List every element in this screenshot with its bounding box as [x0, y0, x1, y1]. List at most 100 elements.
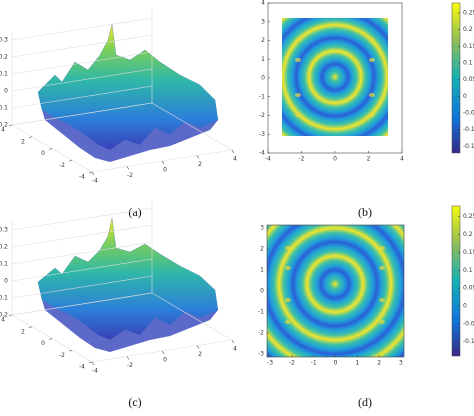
x-tick: [126, 356, 130, 360]
colorbar-tick-label: -0.1: [463, 126, 474, 133]
x-tick-label: 2: [367, 156, 371, 163]
axis-edge: [151, 292, 233, 341]
x-tick-label: 1: [355, 360, 359, 367]
z-tick-label: -0.2: [0, 312, 8, 319]
heatmap-field: [282, 18, 388, 136]
surface: [37, 217, 219, 341]
z-grid-line: [11, 207, 153, 231]
x-tick: [161, 350, 165, 355]
z-grid-line: [11, 241, 153, 265]
y-tick-label: 2: [21, 328, 25, 335]
colorbar-tick-label: 0.15: [463, 43, 474, 50]
z-tick-label: -0.2: [0, 122, 8, 129]
y-tick-label: 3: [260, 224, 264, 231]
colorbar-tick-label: 0.2: [463, 26, 473, 33]
x-tick-label: -1: [311, 360, 317, 367]
heatmap-b: [282, 18, 388, 136]
colorbar-tick-label: 0.1: [463, 60, 473, 67]
x-tick-label: -3: [267, 360, 273, 367]
colorbar-tick-label: 0.05: [463, 76, 474, 83]
y-tick-label: 1: [261, 56, 265, 63]
y-tick-label: -4: [259, 150, 265, 157]
y-tick-label: 2: [21, 138, 25, 145]
colorbar-tick-label: 0.05: [463, 285, 474, 292]
x-tick-label: 2: [198, 161, 202, 168]
x-tick-label: 2: [377, 360, 381, 367]
z-grid-line: [11, 102, 153, 126]
y-tick: [8, 314, 13, 317]
y-tick-label: 1: [260, 266, 264, 273]
x-tick-label: 0: [163, 357, 167, 364]
z-grid-line: [11, 17, 153, 41]
y-tick: [28, 136, 33, 139]
z-grid-line: [11, 51, 153, 75]
x-tick-label: -4: [265, 156, 271, 163]
colorbar: [451, 205, 461, 357]
x-tick-label: 0: [163, 167, 167, 174]
y-tick-label: 0: [261, 75, 265, 82]
colorbar-tick-label: -0.05: [463, 110, 474, 117]
z-tick-label: -0.1: [0, 105, 8, 112]
x-tick: [126, 166, 130, 170]
x-tick: [231, 149, 235, 154]
side-lobes: [295, 38, 375, 117]
x-tick-label: 4: [400, 156, 404, 163]
caption: (c): [128, 395, 141, 409]
surface-c: [37, 217, 219, 352]
x-tick: [196, 155, 200, 159]
caption: (d): [358, 395, 372, 409]
surface-a: [37, 23, 219, 162]
y-tick-label: -3: [259, 131, 265, 138]
y-tick: [68, 159, 73, 162]
y-tick-label: -1: [258, 309, 264, 316]
colorbar-tick-label: 0.25: [463, 213, 474, 220]
y-tick-label: -4: [79, 364, 85, 371]
x-tick: [91, 361, 95, 366]
x-tick: [231, 339, 235, 344]
z-grid-line: [11, 224, 153, 248]
z-grid-line: [11, 275, 153, 299]
y-tick-label: 3: [261, 18, 265, 25]
axis-edge: [151, 102, 233, 151]
colorbar-tick-label: 0.15: [463, 249, 474, 256]
y-tick: [28, 326, 33, 329]
y-tick-label: 0: [41, 340, 45, 347]
y-tick-label: 4: [261, 0, 265, 7]
z-tick-label: 0.3: [0, 227, 8, 234]
z-grid-line: [11, 68, 153, 92]
colorbar-tick-label: -0.05: [463, 320, 474, 327]
x-tick-label: 0: [333, 156, 337, 163]
y-tick-label: 2: [260, 245, 264, 252]
y-tick: [88, 361, 93, 364]
heatmap-field: [267, 225, 404, 357]
colorbar-tick-label: 0.2: [463, 231, 473, 238]
x-tick-label: 0: [334, 360, 338, 367]
y-tick-label: -2: [259, 112, 265, 119]
x-tick-label: -2: [299, 156, 305, 163]
x-tick-label: 3: [399, 360, 403, 367]
x-tick-label: -4: [92, 178, 98, 185]
colorbar-tick-label: -0.15: [463, 143, 474, 150]
y-tick: [48, 338, 53, 340]
y-tick-label: 4: [1, 317, 5, 324]
x-tick-label: 2: [198, 351, 202, 358]
y-tick-label: -2: [258, 330, 264, 337]
y-tick-label: 0: [41, 150, 45, 157]
z-tick-label: -0.1: [0, 295, 8, 302]
z-tick-label: 0: [4, 88, 8, 95]
z-grid-line: [11, 258, 153, 282]
side-lobes: [285, 246, 385, 324]
colorbar-tick-label: -0.1: [463, 338, 474, 345]
colorbar: [451, 2, 461, 154]
z-tick-label: 0: [4, 278, 8, 285]
y-tick: [8, 124, 13, 127]
x-tick: [161, 160, 165, 165]
y-tick-label: -3: [258, 351, 264, 358]
y-tick-label: -2: [59, 352, 65, 359]
caption: (b): [358, 205, 372, 219]
y-tick-label: -2: [59, 162, 65, 169]
z-tick-label: 0.2: [0, 54, 8, 61]
colorbar-tick-label: 0.25: [463, 10, 474, 17]
caption: (a): [128, 205, 141, 219]
